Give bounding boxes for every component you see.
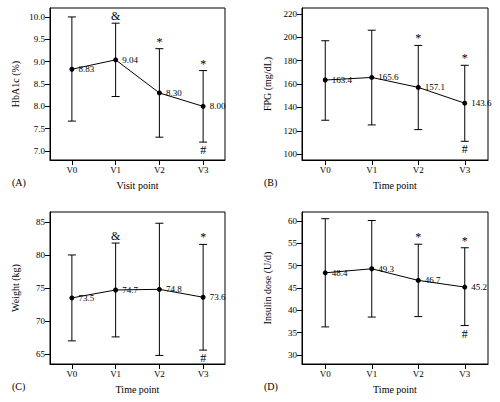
svg-text:V0: V0 — [320, 369, 331, 379]
svg-text:HbA1c (%): HbA1c (%) — [10, 61, 22, 107]
svg-text:FPG (mg/dL): FPG (mg/dL) — [262, 57, 274, 111]
svg-text:#: # — [462, 327, 468, 341]
svg-text:*: * — [462, 51, 468, 65]
svg-text:8.5: 8.5 — [34, 79, 46, 89]
svg-text:73.5: 73.5 — [78, 293, 94, 303]
svg-text:*: * — [200, 230, 206, 244]
svg-text:Insulin dose (U/d): Insulin dose (U/d) — [262, 252, 274, 325]
svg-text:7.0: 7.0 — [34, 146, 46, 156]
svg-text:55: 55 — [288, 238, 298, 248]
svg-text:75: 75 — [36, 283, 46, 293]
svg-text:V3: V3 — [459, 369, 470, 379]
svg-text:46.7: 46.7 — [425, 275, 441, 285]
svg-text:120: 120 — [284, 126, 298, 136]
svg-text:(B): (B) — [264, 177, 277, 189]
svg-text:V0: V0 — [66, 165, 77, 175]
svg-text:85: 85 — [36, 217, 46, 227]
svg-text:50: 50 — [288, 261, 298, 271]
svg-text:160: 160 — [284, 79, 298, 89]
svg-text:60: 60 — [288, 216, 298, 226]
svg-text:100: 100 — [284, 149, 298, 159]
svg-text:V1: V1 — [366, 165, 377, 175]
svg-text:(D): (D) — [264, 381, 278, 393]
svg-text:140: 140 — [284, 102, 298, 112]
svg-text:180: 180 — [284, 56, 298, 66]
svg-text:9.04: 9.04 — [122, 55, 138, 65]
svg-text:45.2: 45.2 — [471, 282, 487, 292]
svg-text:V2: V2 — [154, 369, 165, 379]
svg-text:(C): (C) — [12, 381, 25, 393]
svg-text:V1: V1 — [110, 165, 121, 175]
svg-text:74.8: 74.8 — [166, 284, 182, 294]
svg-text:Time point: Time point — [373, 384, 417, 395]
svg-text:49.3: 49.3 — [378, 264, 394, 274]
svg-text:&: & — [111, 9, 121, 23]
svg-text:*: * — [200, 57, 206, 71]
svg-text:8.83: 8.83 — [78, 64, 94, 74]
svg-text:157.1: 157.1 — [425, 82, 445, 92]
svg-text:73.6: 73.6 — [210, 292, 226, 302]
svg-text:163.4: 163.4 — [332, 75, 353, 85]
svg-text:Time point: Time point — [373, 180, 417, 191]
svg-text:35: 35 — [288, 328, 298, 338]
svg-text:65: 65 — [36, 349, 46, 359]
svg-text:7.5: 7.5 — [34, 124, 46, 134]
svg-text:#: # — [200, 351, 206, 365]
svg-text:70: 70 — [36, 316, 46, 326]
svg-text:10.0: 10.0 — [29, 12, 45, 22]
svg-text:*: * — [415, 230, 421, 244]
svg-text:74.7: 74.7 — [122, 285, 138, 295]
svg-text:#: # — [200, 143, 206, 157]
svg-text:143.6: 143.6 — [471, 98, 492, 108]
svg-text:*: * — [415, 31, 421, 45]
svg-text:&: & — [111, 229, 121, 243]
svg-text:*: * — [462, 234, 468, 248]
svg-text:V2: V2 — [413, 165, 424, 175]
svg-text:8.30: 8.30 — [166, 88, 182, 98]
svg-text:45: 45 — [288, 283, 298, 293]
svg-text:48.4: 48.4 — [332, 268, 348, 278]
svg-text:#: # — [462, 142, 468, 156]
svg-text:40: 40 — [288, 305, 298, 315]
svg-text:(A): (A) — [12, 177, 26, 189]
svg-text:V1: V1 — [110, 369, 121, 379]
svg-text:165.6: 165.6 — [378, 72, 399, 82]
svg-text:9.0: 9.0 — [34, 57, 46, 67]
svg-text:220: 220 — [284, 9, 298, 19]
svg-text:80: 80 — [36, 250, 46, 260]
svg-text:V0: V0 — [320, 165, 331, 175]
svg-text:Weight (kg): Weight (kg) — [10, 264, 22, 312]
svg-text:V0: V0 — [66, 369, 77, 379]
svg-text:V3: V3 — [198, 165, 209, 175]
svg-text:Visit point: Visit point — [117, 180, 159, 191]
svg-text:V3: V3 — [459, 165, 470, 175]
svg-text:V3: V3 — [198, 369, 209, 379]
svg-text:30: 30 — [288, 350, 298, 360]
svg-text:8.0: 8.0 — [34, 101, 46, 111]
svg-text:Time point: Time point — [116, 384, 160, 395]
svg-text:9.5: 9.5 — [34, 34, 46, 44]
svg-text:V2: V2 — [413, 369, 424, 379]
svg-text:8.00: 8.00 — [210, 101, 226, 111]
svg-text:*: * — [156, 35, 162, 49]
svg-text:200: 200 — [284, 32, 298, 42]
svg-text:V2: V2 — [154, 165, 165, 175]
svg-text:V1: V1 — [366, 369, 377, 379]
